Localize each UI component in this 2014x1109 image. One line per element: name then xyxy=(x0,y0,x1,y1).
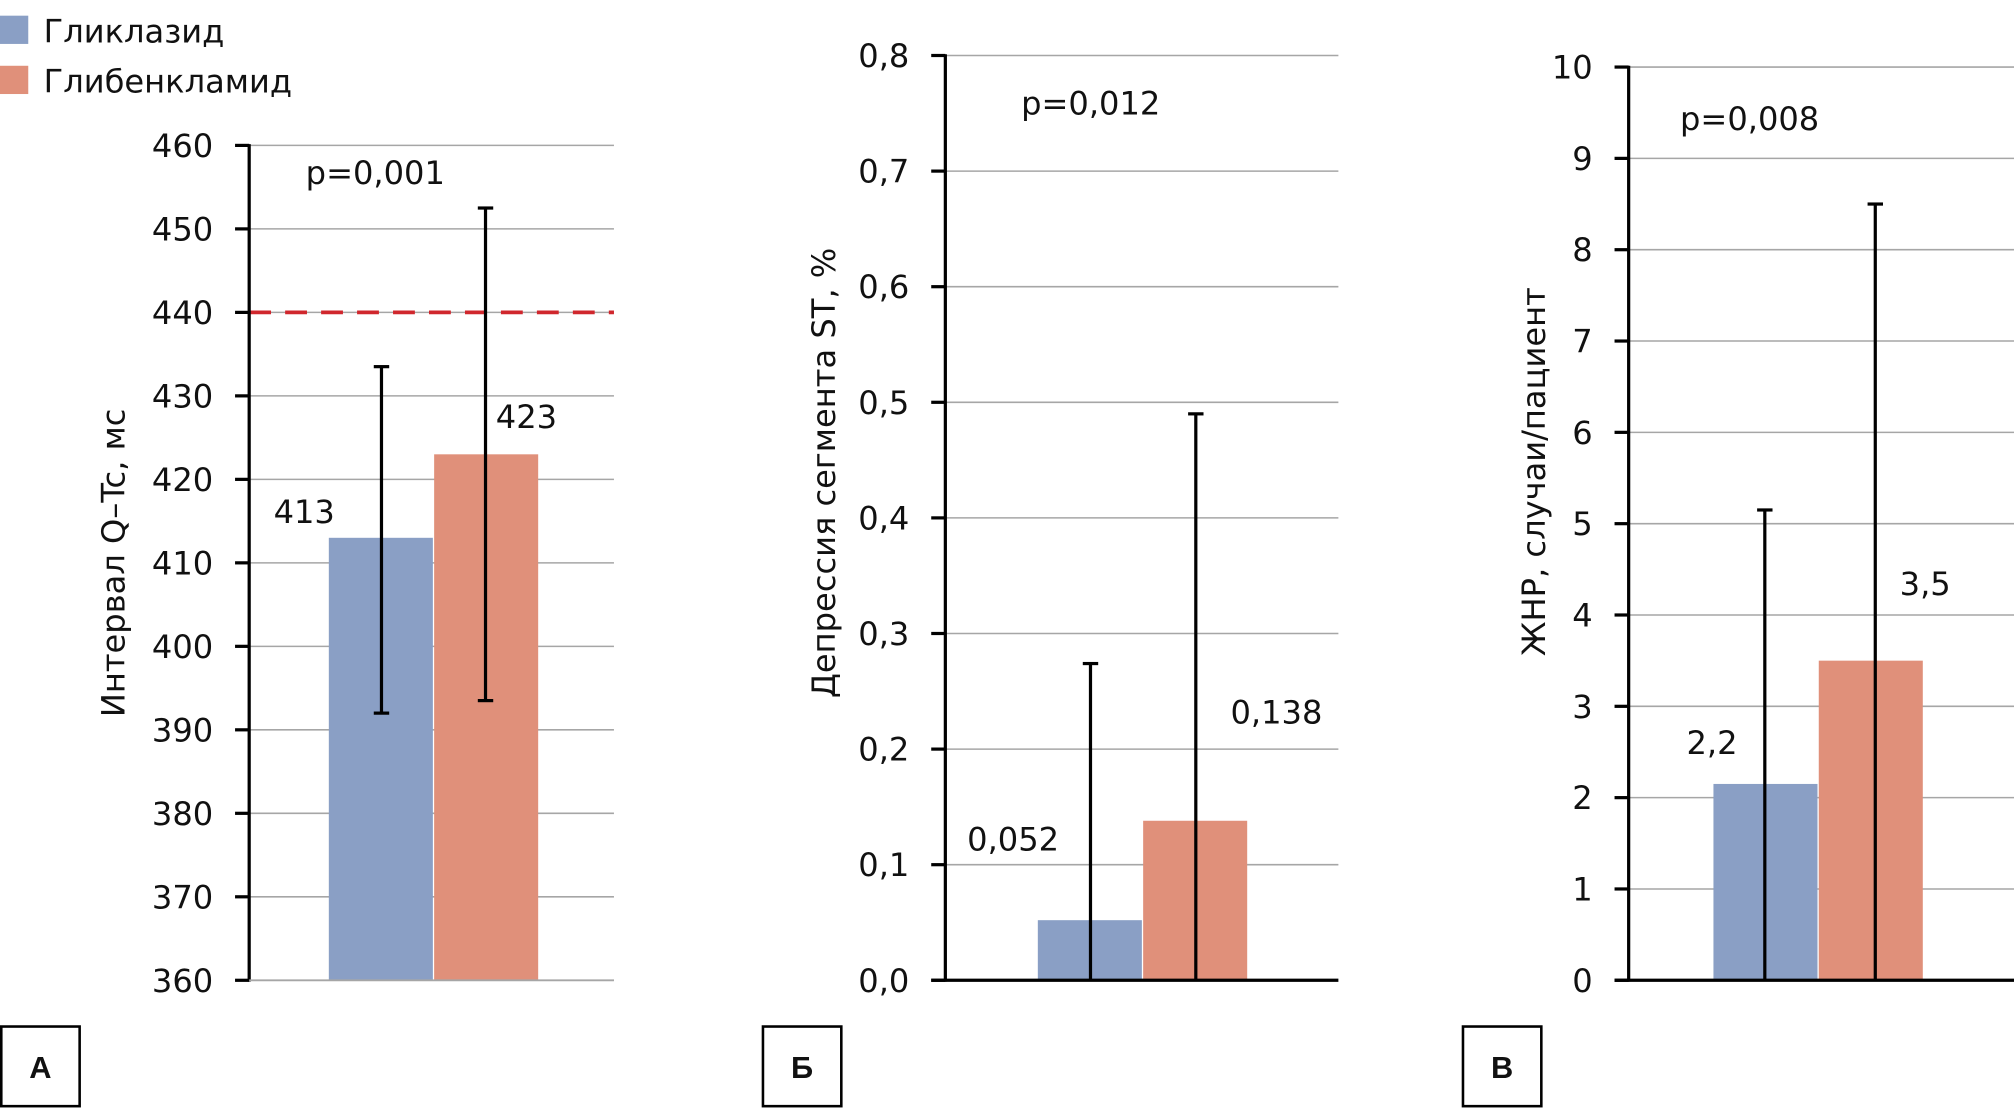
panel-label: А xyxy=(29,1050,51,1085)
y-tick-label: 3 xyxy=(1572,688,1592,726)
chart-panel-a: 360 370 380 390 400 410 420 430 440 450 460 Интерв… xyxy=(0,127,614,1108)
y-tick-label: 360 xyxy=(152,962,213,1000)
y-tick-label: 4 xyxy=(1572,597,1592,635)
y-tick-label: 0,7 xyxy=(858,153,909,191)
y-axis-title: ЖНР, случаи/пациент xyxy=(1515,287,1553,656)
y-tick-label: 0,0 xyxy=(858,962,909,1000)
y-tick-label: 0,2 xyxy=(858,731,909,769)
y-tick-label: 370 xyxy=(152,878,213,916)
panel-label: Б xyxy=(791,1050,813,1085)
y-tick-label: 400 xyxy=(152,628,213,666)
y-axis-title: Депрессия сегмента ST, % xyxy=(805,248,843,698)
y-tick-label: 0,6 xyxy=(858,268,909,306)
legend: Гликлазид Глибенкламид xyxy=(0,13,292,101)
y-tick-label: 1 xyxy=(1572,871,1592,909)
bar-glibenclamide xyxy=(1818,660,1923,981)
y-tick-label: 460 xyxy=(152,127,213,165)
bar-value-label-glibenclamide: 3,5 xyxy=(1900,565,1951,603)
panel-label-box xyxy=(1461,1025,1543,1108)
y-tick-label: 2 xyxy=(1572,779,1592,817)
legend-label-glibenclamide: Глибенкламид xyxy=(44,63,292,101)
legend-swatch-glibenclamide xyxy=(0,65,29,95)
bar-value-label-gliclazide: 2,2 xyxy=(1686,724,1737,762)
bar-value-label-glibenclamide: 423 xyxy=(496,398,557,436)
chart-panel-c: 0 1 2 3 4 5 6 7 8 9 10 ЖНР, случаи/пациент p=0,008… xyxy=(1461,49,2014,1108)
panel-label: В xyxy=(1491,1050,1513,1085)
chart-panel-b: 0,0 0,1 0,2 0,3 0,4 0,5 0,6 0,7 0,8 Депрессия се… xyxy=(761,37,1339,1108)
y-tick-label: 8 xyxy=(1572,231,1592,269)
p-value-annotation: p=0,001 xyxy=(306,154,445,192)
y-tick-label: 0,8 xyxy=(858,37,909,75)
p-value-annotation: p=0,008 xyxy=(1680,100,1819,138)
panel-label-box xyxy=(761,1025,843,1108)
y-tick-label: 0,1 xyxy=(858,846,909,884)
legend-label-gliclazide: Гликлазид xyxy=(44,13,225,51)
y-tick-label: 5 xyxy=(1572,505,1592,543)
y-tick-label: 390 xyxy=(152,711,213,749)
bar-value-label-gliclazide: 413 xyxy=(274,493,335,531)
bar-value-label-gliclazide: 0,052 xyxy=(967,821,1059,859)
y-tick-label: 7 xyxy=(1572,323,1592,361)
y-tick-label: 450 xyxy=(152,210,213,248)
y-tick-label: 0 xyxy=(1572,962,1592,1000)
y-tick-label: 0,3 xyxy=(858,615,909,653)
y-tick-label: 10 xyxy=(1552,49,1593,87)
y-tick-label: 410 xyxy=(152,544,213,582)
y-tick-label: 0,5 xyxy=(858,384,909,422)
panel-label-box xyxy=(0,1025,81,1108)
legend-swatch-gliclazide xyxy=(0,15,29,44)
y-tick-label: 0,4 xyxy=(858,499,909,537)
y-axis-title: Интервал Q–Tc, мс xyxy=(95,409,133,718)
y-tick-label: 420 xyxy=(152,461,213,499)
y-tick-label: 6 xyxy=(1572,414,1592,452)
y-tick-label: 380 xyxy=(152,795,213,833)
bar-value-label-glibenclamide: 0,138 xyxy=(1230,693,1322,731)
y-tick-label: 440 xyxy=(152,294,213,332)
y-tick-label: 9 xyxy=(1572,140,1592,178)
y-tick-label: 430 xyxy=(152,377,213,415)
p-value-annotation: p=0,012 xyxy=(1021,85,1160,123)
